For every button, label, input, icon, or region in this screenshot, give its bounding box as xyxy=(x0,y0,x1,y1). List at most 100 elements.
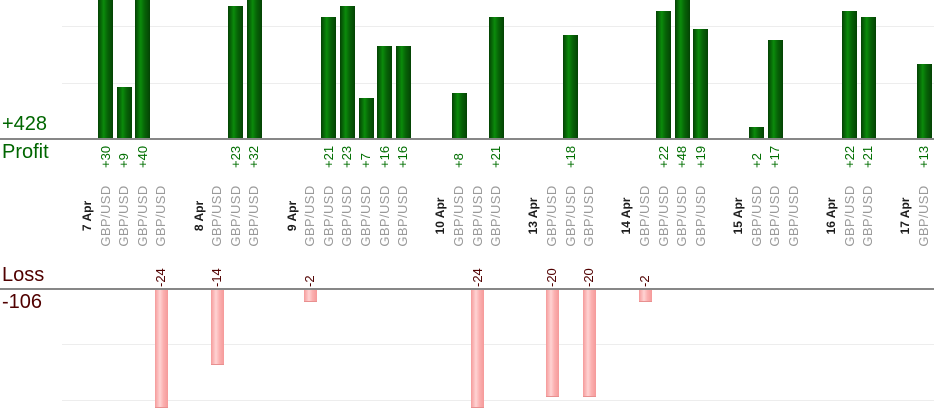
loss-bar xyxy=(154,290,168,408)
profit-value-label: +21 xyxy=(488,145,504,168)
loss-bar xyxy=(210,290,224,365)
symbol-label: GBP/USD xyxy=(358,185,373,247)
profit-bar xyxy=(116,87,132,139)
date-label: 14 Apr xyxy=(619,197,634,235)
profit-bar xyxy=(563,35,579,139)
symbol-label: GBP/USD xyxy=(692,185,708,247)
date-label: 13 Apr xyxy=(526,197,541,235)
profit-value-label: +48 xyxy=(674,145,690,168)
profit-bar xyxy=(916,64,932,139)
profit-axis-label: Profit xyxy=(2,141,49,163)
profit-value-label: +2 xyxy=(748,153,764,168)
profit-bar xyxy=(98,0,114,139)
symbol-label: GBP/USD xyxy=(785,185,801,247)
profit-total-value: +428 xyxy=(2,113,48,135)
profit-value-label: +8 xyxy=(451,153,466,168)
profit-bar xyxy=(358,98,374,139)
symbol-label: GBP/USD xyxy=(916,185,931,247)
profit-value-label: +21 xyxy=(320,145,336,168)
symbol-label: GBP/USD xyxy=(302,185,318,247)
loss-gridline xyxy=(62,400,934,401)
profit-value-label: +9 xyxy=(116,153,132,168)
loss-bar xyxy=(471,290,485,408)
loss-value-label: -24 xyxy=(469,268,485,287)
symbol-label: GBP/USD xyxy=(227,185,243,247)
symbol-label: GBP/USD xyxy=(376,185,392,247)
profit-value-label: +21 xyxy=(860,145,876,168)
profit-value-label: +23 xyxy=(227,145,243,168)
loss-bar xyxy=(545,290,559,397)
symbol-label: GBP/USD xyxy=(841,185,857,247)
loss-value-label: -14 xyxy=(209,268,225,287)
profit-bar xyxy=(842,11,858,139)
profit-value-label: +32 xyxy=(246,145,262,168)
symbol-label: GBP/USD xyxy=(320,185,336,247)
profit-value-label: +30 xyxy=(97,145,113,168)
profit-value-label: +13 xyxy=(916,145,931,168)
symbol-label: GBP/USD xyxy=(153,185,169,247)
profit-value-label: +18 xyxy=(562,145,578,168)
loss-axis-label: Loss xyxy=(2,264,45,286)
loss-plot-area xyxy=(0,290,934,420)
profit-bar xyxy=(674,0,690,139)
date-label: 9 Apr xyxy=(284,200,299,232)
profit-bar xyxy=(377,46,393,139)
profit-bar xyxy=(135,0,151,139)
loss-value-label: -20 xyxy=(544,268,559,287)
profit-value-label: +22 xyxy=(841,145,857,168)
symbol-label: GBP/USD xyxy=(562,185,578,247)
symbol-label: GBP/USD xyxy=(395,185,411,247)
profit-bar xyxy=(860,17,876,139)
profit-value-label: +17 xyxy=(767,145,783,168)
profit-value-label: +16 xyxy=(395,145,411,168)
symbol-label: GBP/USD xyxy=(637,185,652,247)
profit-bar xyxy=(395,46,411,139)
loss-bar xyxy=(582,290,596,397)
symbol-label: GBP/USD xyxy=(544,185,559,247)
symbol-label: GBP/USD xyxy=(581,185,597,247)
symbol-label: GBP/USD xyxy=(674,185,690,247)
profit-bar xyxy=(749,127,765,139)
profit-bar xyxy=(767,40,783,139)
profit-value-label: +16 xyxy=(376,145,392,168)
date-label: 8 Apr xyxy=(191,200,206,232)
symbol-label: GBP/USD xyxy=(488,185,504,247)
symbol-label: GBP/USD xyxy=(134,185,150,247)
profit-bar xyxy=(228,6,244,139)
profit-value-label: +7 xyxy=(358,153,373,168)
symbol-label: GBP/USD xyxy=(469,185,485,247)
date-label: 15 Apr xyxy=(731,197,745,235)
profit-value-label: +40 xyxy=(134,145,150,168)
profit-bar xyxy=(246,0,262,139)
symbol-label: GBP/USD xyxy=(860,185,876,247)
profit-bar xyxy=(488,17,504,139)
loss-gridline xyxy=(62,344,934,345)
loss-value-label: -2 xyxy=(302,275,318,287)
profit-value-label: +22 xyxy=(655,145,671,168)
loss-value-label: -2 xyxy=(637,275,652,287)
loss-bar xyxy=(638,290,652,302)
symbol-label: GBP/USD xyxy=(246,185,262,247)
symbol-label: GBP/USD xyxy=(116,185,132,247)
symbol-label: GBP/USD xyxy=(655,185,671,247)
profit-bar xyxy=(656,11,672,139)
symbol-label: GBP/USD xyxy=(339,185,355,247)
loss-bar xyxy=(303,290,317,302)
profit-bar xyxy=(321,17,337,139)
loss-axis-line xyxy=(0,288,934,290)
symbol-label: GBP/USD xyxy=(767,185,783,247)
symbol-label: GBP/USD xyxy=(451,185,466,247)
date-label: 7 Apr xyxy=(80,200,94,232)
symbol-label: GBP/USD xyxy=(748,185,764,247)
date-label: 16 Apr xyxy=(824,197,838,235)
loss-value-label: -20 xyxy=(581,268,597,287)
profit-value-label: +23 xyxy=(339,145,355,168)
profit-value-label: +19 xyxy=(692,145,708,168)
date-label: 10 Apr xyxy=(433,197,448,235)
profit-plot-area xyxy=(0,0,934,140)
date-label: 17 Apr xyxy=(898,197,913,235)
profit-bar xyxy=(693,29,709,139)
profit-bar xyxy=(451,93,467,139)
loss-value-label: -24 xyxy=(153,268,169,287)
